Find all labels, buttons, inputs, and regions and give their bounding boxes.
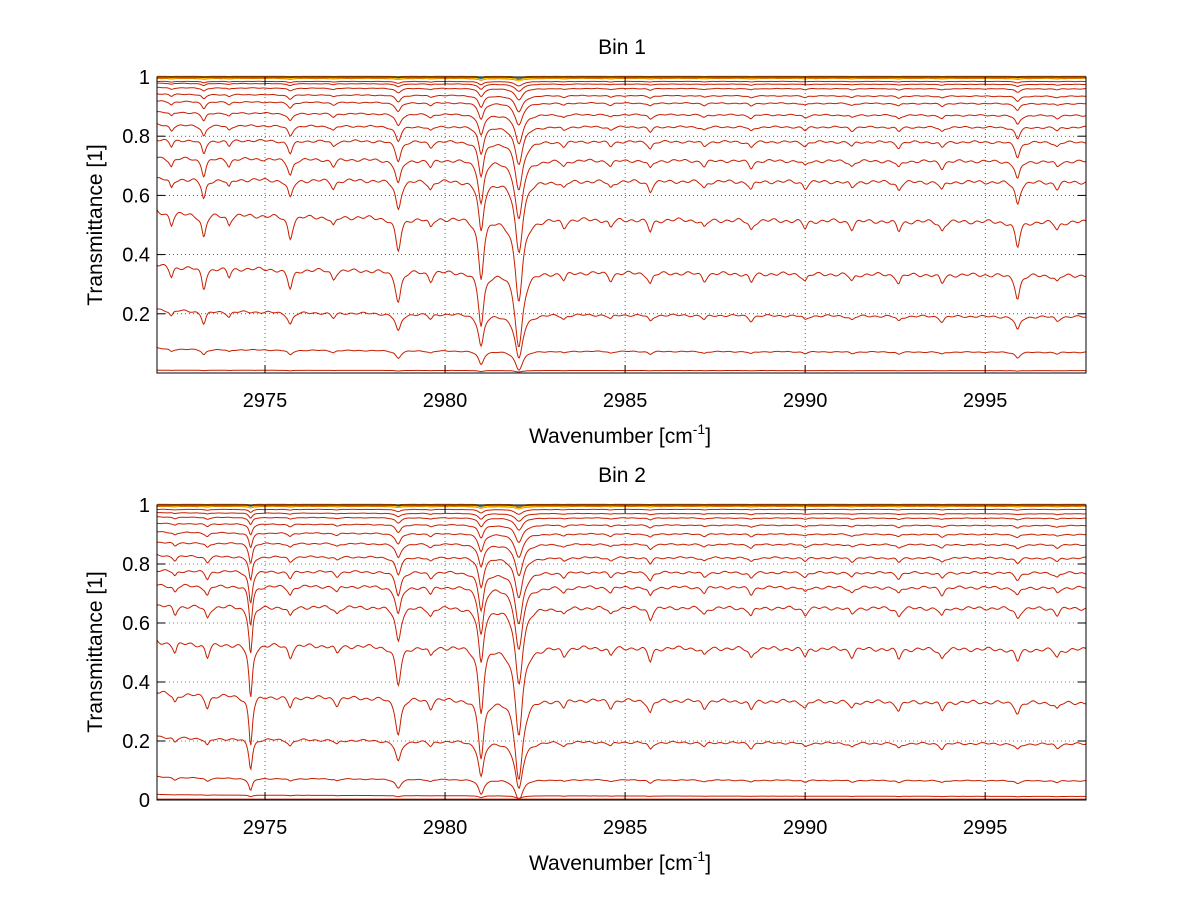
panel-1-title: Bin 1 <box>598 36 646 59</box>
y-tick-label: 0.6 <box>122 185 150 207</box>
series-line <box>156 86 1086 101</box>
y-tick-label: 0.8 <box>122 554 150 576</box>
series-line <box>156 690 1087 780</box>
x-tick-label: 2990 <box>783 817 828 839</box>
panel-bin-2: Bin 2 2975 2980 2985 2990 2995 0 0.2 0.4 0.6 0.8 1… <box>84 464 1087 875</box>
y-tick-label: 0 <box>139 790 150 812</box>
series-line-top <box>157 505 1086 510</box>
y-tick-label: 0.4 <box>122 245 150 267</box>
x-tick-label: 2975 <box>243 817 288 839</box>
series-line <box>157 583 1087 650</box>
series-line <box>157 80 1086 87</box>
series-line <box>156 138 1087 191</box>
y-tick-label: 0.8 <box>122 126 150 148</box>
series-line <box>156 522 1087 543</box>
y-tick-label: 0.2 <box>122 731 150 753</box>
series-line <box>156 531 1087 558</box>
y-tick-label: 1 <box>139 495 150 517</box>
y-tick-label: 0.4 <box>122 672 150 694</box>
x-tick-label: 2985 <box>603 817 648 839</box>
x-tick-label: 2980 <box>423 390 468 412</box>
x-tick-label: 2985 <box>603 390 648 412</box>
series-line <box>156 512 1086 522</box>
y-tick-label: 0.6 <box>122 613 150 635</box>
series-line <box>156 93 1087 113</box>
series-line <box>156 569 1087 625</box>
series-line <box>156 307 1087 359</box>
series-line <box>156 110 1087 145</box>
series-line <box>156 639 1087 736</box>
series-line-top <box>157 77 1086 82</box>
series-line <box>156 604 1087 686</box>
series-line <box>156 263 1087 348</box>
series-line <box>156 82 1086 92</box>
series-line <box>157 508 1086 515</box>
panel-1-series <box>156 75 1087 373</box>
panel-1-ticks: 2975 2980 2985 2990 2995 0.2 0.4 0.6 0.8 1 <box>122 67 1086 412</box>
series-line <box>156 516 1087 531</box>
panel-2-ylabel: Transmittance [1] <box>84 571 107 732</box>
panel-2-ticks: 2975 2980 2985 2990 2995 0 0.2 0.4 0.6 0.8 1 <box>122 495 1086 839</box>
series-line <box>156 177 1087 254</box>
series-line <box>156 123 1087 165</box>
panel-1-axes-box <box>156 76 1087 374</box>
series-line <box>156 209 1087 302</box>
panel-bin-1: Bin 1 2975 2980 2985 2990 29950.20.40.60.81 … <box>84 36 1087 448</box>
series-line <box>157 541 1087 577</box>
panel-2-title: Bin 2 <box>598 464 646 487</box>
series-line <box>156 775 1087 801</box>
series-line <box>156 347 1087 371</box>
panel-2-xlabel: Wavenumber [cm-1] <box>529 848 711 875</box>
panel-1-xlabel: Wavenumber [cm-1] <box>529 421 711 448</box>
series-line <box>156 156 1087 220</box>
panel-2-axes-box <box>156 504 1087 801</box>
x-tick-label: 2990 <box>783 390 828 412</box>
x-tick-label: 2995 <box>963 817 1008 839</box>
panel-1-ylabel: Transmittance [1] <box>84 144 107 305</box>
series-line <box>157 369 1086 373</box>
x-tick-label: 2995 <box>963 390 1008 412</box>
x-tick-label: 2980 <box>423 817 468 839</box>
series-line <box>156 100 1086 126</box>
series-line <box>156 553 1087 599</box>
y-tick-label: 0.2 <box>122 304 150 326</box>
series-line <box>156 793 1086 799</box>
y-tick-label: 1 <box>139 67 150 89</box>
series-line <box>156 735 1087 789</box>
x-tick-label: 2975 <box>243 390 288 412</box>
